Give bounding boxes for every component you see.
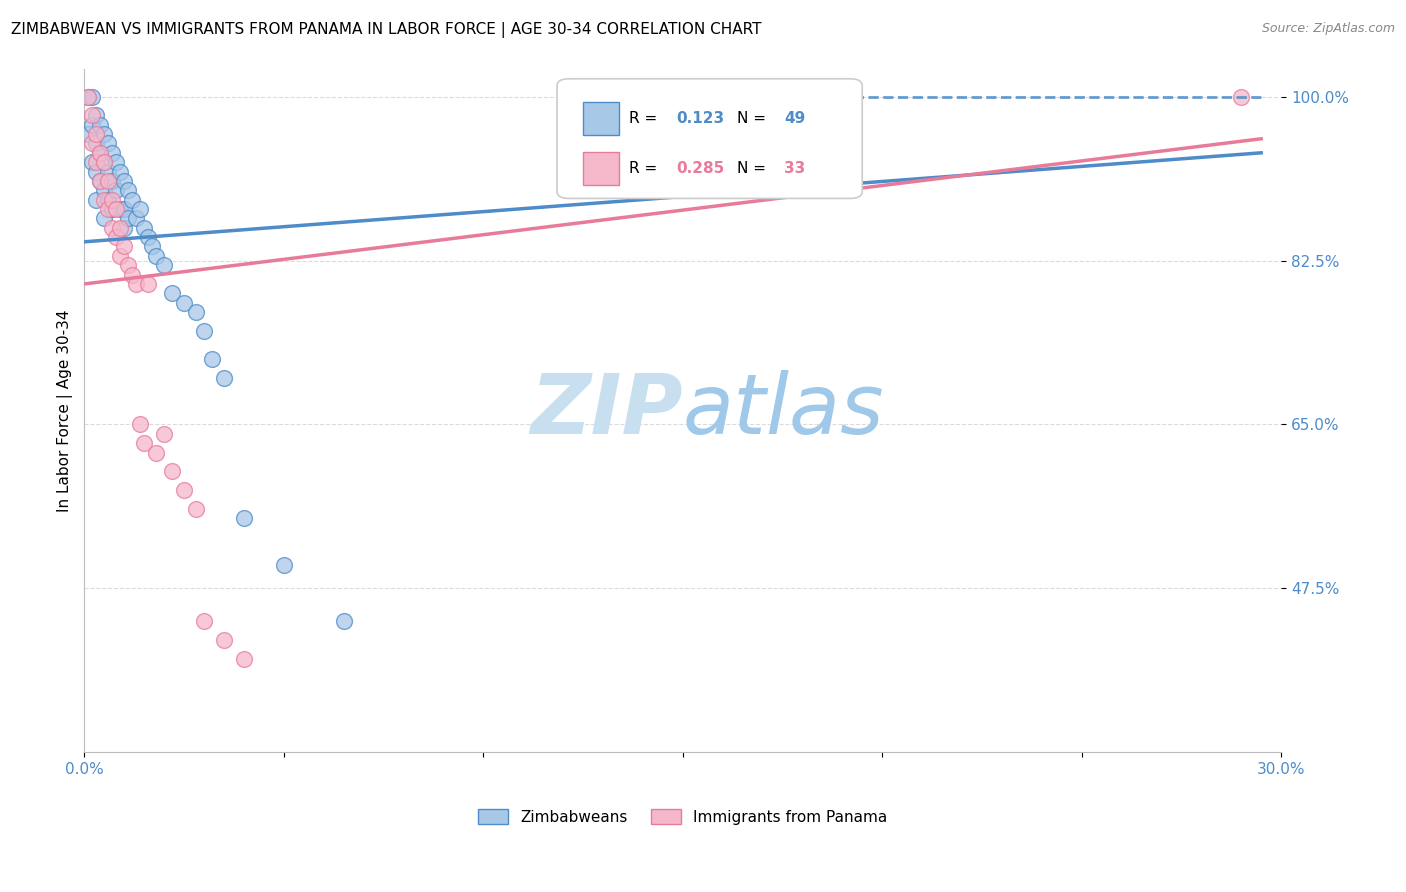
Point	[93, 193, 115, 207]
Point	[212, 370, 235, 384]
Point	[93, 183, 115, 197]
Point	[108, 202, 131, 216]
Point	[84, 193, 107, 207]
Point	[101, 202, 124, 216]
Point	[101, 174, 124, 188]
Point	[112, 220, 135, 235]
Point	[112, 239, 135, 253]
Point	[89, 174, 111, 188]
Point	[101, 145, 124, 160]
Point	[273, 558, 295, 572]
Point	[105, 230, 128, 244]
Text: 0.285: 0.285	[676, 161, 725, 176]
Point	[105, 155, 128, 169]
Point	[145, 445, 167, 459]
Point	[93, 127, 115, 141]
Point	[136, 230, 159, 244]
Legend: Zimbabweans, Immigrants from Panama: Zimbabweans, Immigrants from Panama	[470, 801, 896, 832]
Text: N =: N =	[737, 112, 770, 126]
Point	[145, 249, 167, 263]
Point	[82, 118, 104, 132]
Point	[77, 89, 100, 103]
Point	[201, 351, 224, 366]
Point	[134, 436, 156, 450]
Point	[84, 155, 107, 169]
Point	[97, 174, 120, 188]
Point	[212, 632, 235, 647]
FancyBboxPatch shape	[583, 152, 619, 185]
Point	[112, 174, 135, 188]
Point	[592, 89, 614, 103]
Point	[108, 220, 131, 235]
Point	[117, 183, 139, 197]
Point	[112, 202, 135, 216]
Point	[193, 614, 215, 628]
Point	[93, 211, 115, 226]
Text: ZIMBABWEAN VS IMMIGRANTS FROM PANAMA IN LABOR FORCE | AGE 30-34 CORRELATION CHAR: ZIMBABWEAN VS IMMIGRANTS FROM PANAMA IN …	[11, 22, 762, 38]
Point	[97, 164, 120, 178]
Text: 49: 49	[785, 112, 806, 126]
Point	[141, 239, 163, 253]
Point	[184, 501, 207, 516]
Point	[108, 164, 131, 178]
Point	[160, 286, 183, 301]
FancyBboxPatch shape	[557, 78, 862, 198]
Point	[84, 164, 107, 178]
Text: 33: 33	[785, 161, 806, 176]
Point	[1230, 89, 1253, 103]
Point	[117, 258, 139, 272]
Point	[89, 145, 111, 160]
Text: N =: N =	[737, 161, 770, 176]
Text: 0.123: 0.123	[676, 112, 725, 126]
Point	[153, 258, 176, 272]
Point	[117, 211, 139, 226]
Point	[89, 174, 111, 188]
Point	[97, 136, 120, 151]
Point	[82, 89, 104, 103]
Point	[232, 511, 254, 525]
Point	[160, 464, 183, 478]
Point	[84, 108, 107, 122]
Point	[134, 220, 156, 235]
Point	[105, 183, 128, 197]
Point	[84, 136, 107, 151]
Text: Source: ZipAtlas.com: Source: ZipAtlas.com	[1261, 22, 1395, 36]
Point	[232, 651, 254, 665]
Text: ZIP: ZIP	[530, 370, 683, 450]
Point	[193, 324, 215, 338]
Point	[101, 193, 124, 207]
Point	[82, 155, 104, 169]
Point	[129, 202, 152, 216]
Point	[153, 426, 176, 441]
FancyBboxPatch shape	[583, 103, 619, 135]
Point	[97, 193, 120, 207]
Text: R =: R =	[628, 112, 662, 126]
Point	[125, 277, 148, 291]
Point	[93, 155, 115, 169]
Point	[89, 118, 111, 132]
Point	[332, 614, 354, 628]
Point	[105, 202, 128, 216]
Point	[136, 277, 159, 291]
Point	[82, 136, 104, 151]
Point	[125, 211, 148, 226]
Point	[184, 305, 207, 319]
Text: R =: R =	[628, 161, 662, 176]
Point	[84, 127, 107, 141]
Point	[77, 127, 100, 141]
Point	[108, 249, 131, 263]
Point	[82, 108, 104, 122]
Y-axis label: In Labor Force | Age 30-34: In Labor Force | Age 30-34	[58, 310, 73, 512]
Point	[129, 417, 152, 432]
Point	[89, 145, 111, 160]
Point	[93, 155, 115, 169]
Point	[121, 268, 143, 282]
Point	[173, 483, 195, 497]
Point	[173, 295, 195, 310]
Text: atlas: atlas	[683, 370, 884, 450]
Point	[77, 89, 100, 103]
Point	[121, 193, 143, 207]
Point	[101, 220, 124, 235]
Point	[97, 202, 120, 216]
